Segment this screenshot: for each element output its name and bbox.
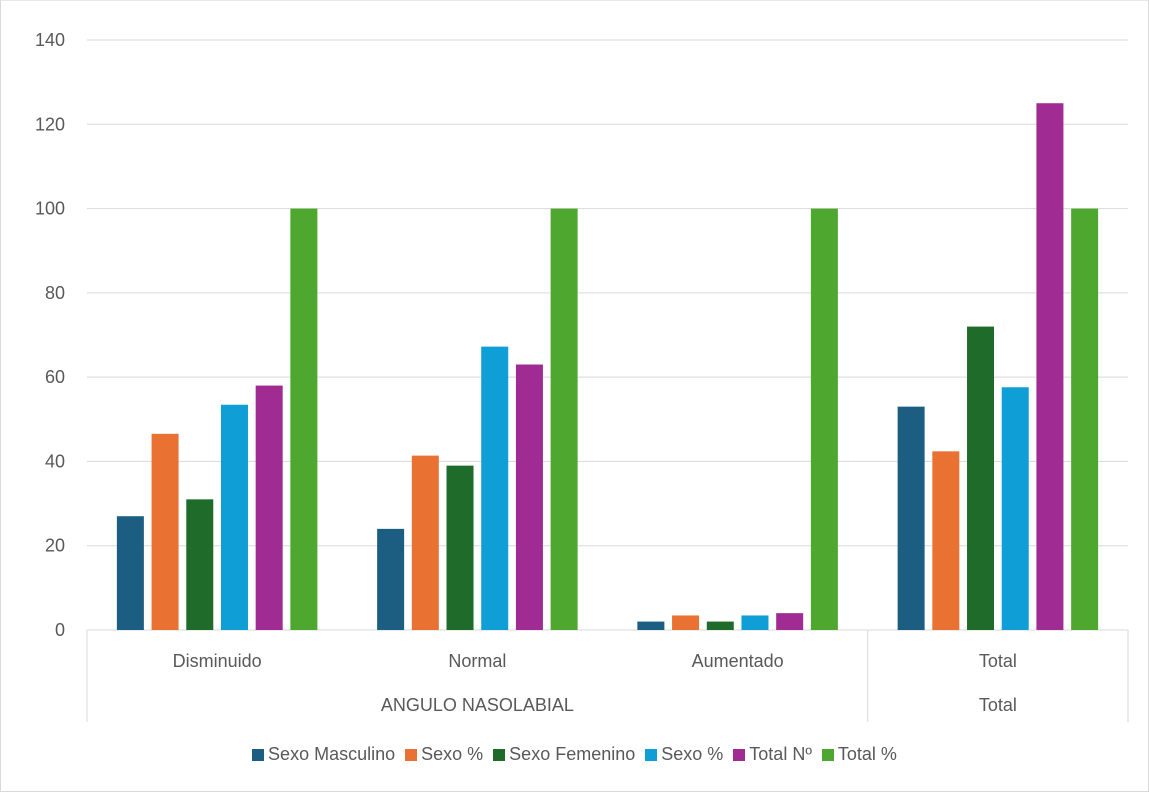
x-category-label: Total	[979, 651, 1017, 671]
bar	[290, 208, 318, 631]
x-category-label: Normal	[448, 651, 506, 671]
legend-label: Sexo %	[661, 744, 724, 764]
bar	[550, 208, 578, 631]
bar	[186, 499, 214, 630]
chart-legend: Sexo Masculino Sexo % Sexo Femenino Sexo % T…	[0, 744, 1149, 766]
bar	[446, 465, 474, 630]
x-group-label: Total	[979, 695, 1017, 715]
y-tick-label: 40	[45, 451, 65, 471]
legend-swatch	[733, 748, 746, 761]
bar	[1001, 387, 1029, 630]
legend-swatch	[252, 748, 265, 761]
legend-label: Sexo Femenino	[509, 744, 636, 764]
y-tick-label: 120	[35, 114, 65, 134]
legend-item: Total Nº	[733, 744, 812, 765]
bar	[741, 615, 769, 630]
y-tick-label: 20	[45, 536, 65, 556]
legend-swatch	[821, 748, 834, 761]
bar	[255, 385, 283, 630]
bar	[481, 346, 509, 630]
legend-label: Total %	[837, 744, 897, 764]
y-tick-label: 0	[55, 620, 65, 640]
bar	[411, 455, 439, 630]
bar	[776, 613, 804, 630]
legend-item: Sexo %	[405, 744, 483, 765]
bar	[706, 621, 734, 630]
bar	[897, 406, 925, 630]
y-tick-label: 60	[45, 367, 65, 387]
legend-swatch	[645, 748, 658, 761]
bar	[220, 404, 248, 630]
bar	[1036, 103, 1064, 630]
legend-swatch	[405, 748, 418, 761]
legend-item: Sexo Femenino	[493, 744, 635, 765]
legend-item: Sexo Masculino	[252, 744, 395, 765]
y-tick-label: 80	[45, 283, 65, 303]
legend-item: Total %	[821, 744, 897, 765]
x-category-label: Aumentado	[692, 651, 784, 671]
legend-swatch	[493, 748, 506, 761]
bar	[672, 615, 700, 630]
bar	[637, 621, 665, 630]
bar	[967, 326, 995, 630]
legend-label: Sexo %	[421, 744, 484, 764]
x-group-label: ANGULO NASOLABIAL	[381, 695, 574, 715]
bar	[515, 364, 543, 630]
bar	[810, 208, 838, 631]
y-tick-label: 100	[35, 199, 65, 219]
bar	[151, 433, 179, 630]
legend-item: Sexo %	[645, 744, 723, 765]
legend-label: Total Nº	[749, 744, 812, 764]
bar	[1071, 208, 1099, 631]
bar	[116, 516, 144, 630]
bar	[377, 528, 405, 630]
legend-label: Sexo Masculino	[268, 744, 396, 764]
y-tick-label: 140	[35, 30, 65, 50]
x-category-label: Disminuido	[173, 651, 262, 671]
bar	[932, 451, 960, 630]
